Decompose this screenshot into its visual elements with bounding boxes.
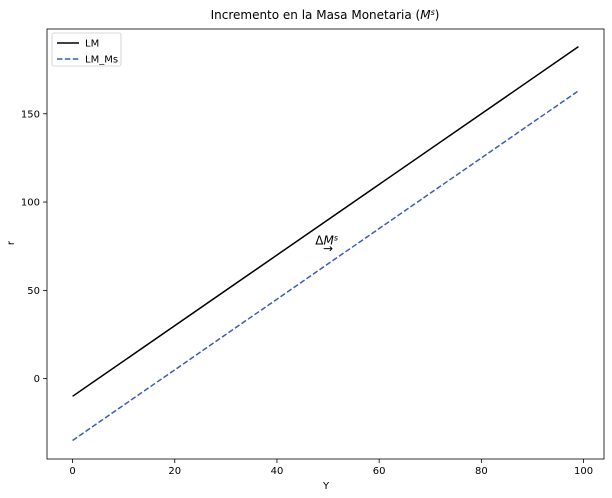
legend-label-lm: LM: [85, 39, 99, 50]
ticks-layer: 0 20 40 60 80 100 0 50 100 150: [21, 109, 593, 477]
annotation-arrow: →: [323, 242, 333, 256]
x-tick-label-1: 20: [168, 466, 181, 477]
annotation-layer: ΔMs→: [315, 233, 338, 256]
annotation-delta-ms: ΔMs: [315, 233, 338, 248]
x-axis-label: Y: [322, 481, 330, 492]
y-tick-label-1: 50: [27, 286, 40, 297]
series-layer: [72, 46, 579, 442]
x-tick-label-2: 40: [271, 466, 284, 477]
y-tick-label-0: 0: [34, 374, 40, 385]
x-tick-label-4: 80: [475, 466, 488, 477]
series-line-lm: [72, 46, 579, 397]
legend-label-lm-ms: LM_Ms: [85, 55, 118, 66]
y-tick-label-3: 150: [21, 109, 40, 120]
x-tick-label-3: 60: [373, 466, 386, 477]
x-tick-label-0: 0: [69, 466, 75, 477]
legend: LM LM_Ms: [51, 32, 122, 67]
chart-title: Incremento en la Masa Monetaria (Ms): [211, 8, 440, 23]
plot-area: [46, 28, 605, 460]
y-tick-label-2: 100: [21, 198, 40, 209]
y-axis-label: r: [6, 240, 17, 245]
legend-box: [51, 32, 122, 67]
x-tick-label-5: 100: [574, 466, 593, 477]
